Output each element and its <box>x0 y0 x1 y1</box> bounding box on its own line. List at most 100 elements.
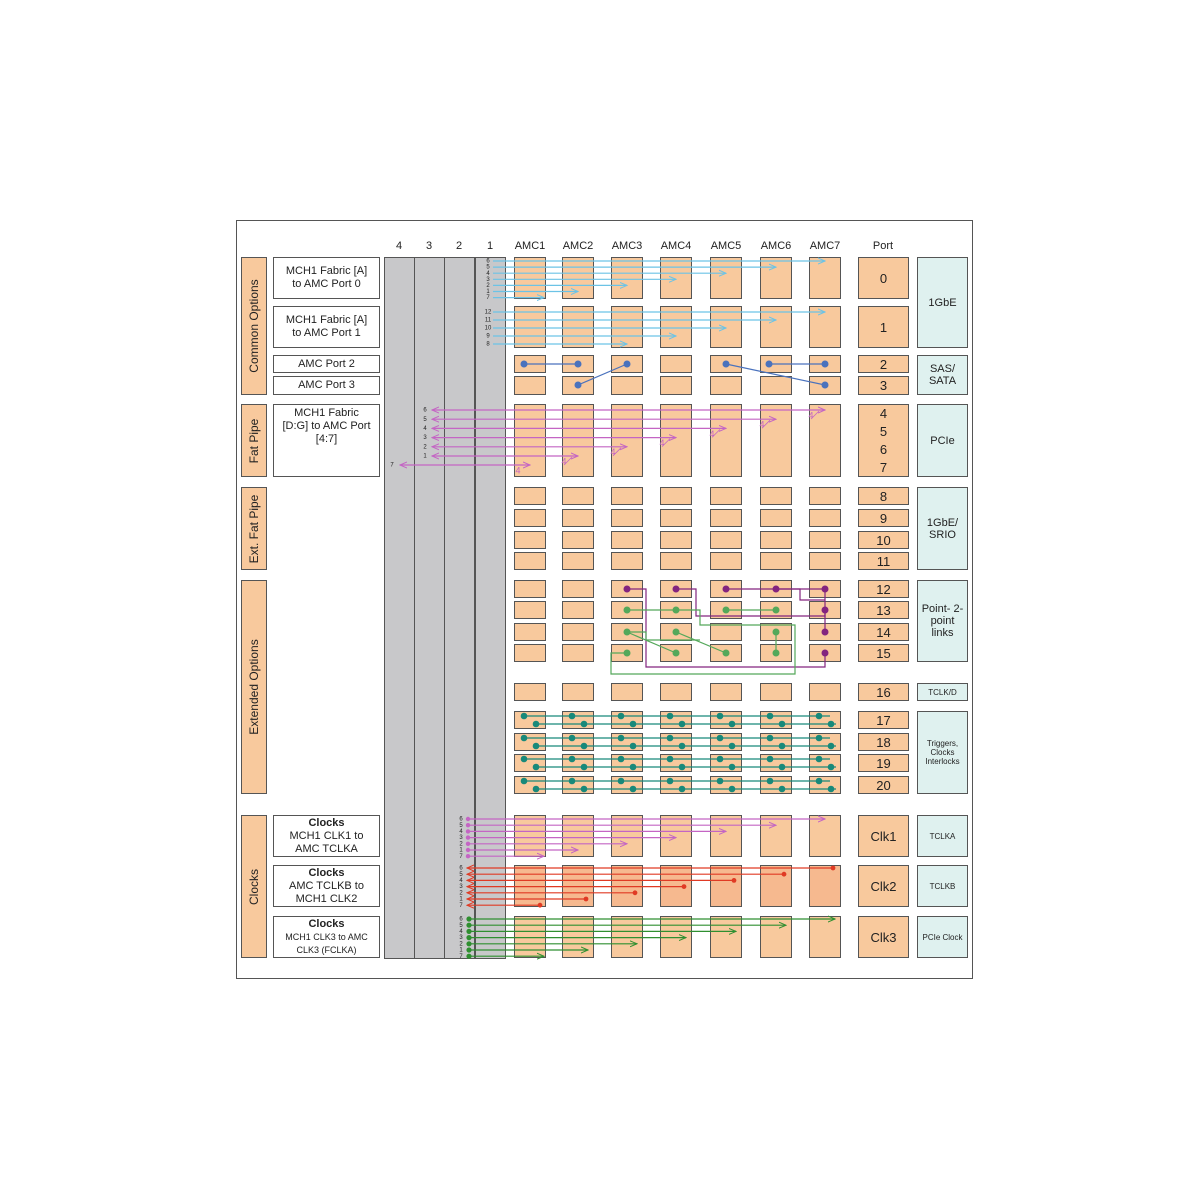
group-label: Extended Options <box>247 639 261 735</box>
amc-port-cell <box>611 306 643 348</box>
amc-port-cell <box>809 776 841 794</box>
port-number: 7 <box>879 459 888 475</box>
description-box: MCH1 Fabric [D:G] to AMC Port [4:7] <box>273 404 380 477</box>
amc-port-cell <box>562 754 594 772</box>
group-label: Ext. Fat Pipe <box>247 494 261 563</box>
amc-port-cell <box>710 531 742 549</box>
port-type-label: 1GbE <box>917 257 968 348</box>
amc-port-cell <box>611 509 643 527</box>
amc-port-cell <box>562 580 594 598</box>
amc-port-cell <box>809 580 841 598</box>
amc-port-cell <box>562 355 594 373</box>
amc-port-cell <box>611 531 643 549</box>
port-number-box: 14 <box>858 623 909 641</box>
port-number-box: 9 <box>858 509 909 527</box>
amc-port-cell <box>760 509 792 527</box>
port-number-box: 0 <box>858 257 909 299</box>
amc-port-cell <box>514 404 546 477</box>
amc-port-cell <box>514 306 546 348</box>
amc-port-cell <box>660 683 692 701</box>
amc-port-cell <box>809 355 841 373</box>
mch-slot-column <box>444 257 475 959</box>
amc-port-cell <box>809 711 841 729</box>
amc-port-cell <box>660 552 692 570</box>
amc-port-cell <box>710 509 742 527</box>
amc-port-cell <box>710 916 742 958</box>
port-number-box: 19 <box>858 754 909 772</box>
group-label-box: Extended Options <box>241 580 267 794</box>
description-text: AMC Port 3 <box>298 379 355 391</box>
amc-port-cell <box>660 623 692 641</box>
port-number-box: 20 <box>858 776 909 794</box>
slot-header: 1 <box>486 240 494 252</box>
amc-port-cell <box>562 531 594 549</box>
amc-port-cell <box>562 601 594 619</box>
amc-port-cell <box>514 623 546 641</box>
amc-port-cell <box>760 776 792 794</box>
slot-header: 3 <box>425 240 433 252</box>
port-type-label: PCIe Clock <box>917 916 968 958</box>
amc-port-cell <box>611 601 643 619</box>
port-number-box: Clk2 <box>858 865 909 907</box>
port-type-label: TCLKA <box>917 815 968 857</box>
amc-port-cell <box>660 776 692 794</box>
amc-port-cell <box>514 865 546 907</box>
amc-port-cell <box>562 509 594 527</box>
description-text: MCH1 CLK3 to AMC CLK3 (FCLKA) <box>285 931 368 955</box>
amc-port-cell <box>514 580 546 598</box>
amc-header: AMC5 <box>710 240 742 252</box>
amc-port-cell <box>611 552 643 570</box>
amc-port-cell <box>660 355 692 373</box>
port-number-box: 11 <box>858 552 909 570</box>
amc-port-cell <box>760 683 792 701</box>
description-text: AMC Port 2 <box>298 357 355 370</box>
amc-port-cell <box>760 916 792 958</box>
amc-port-cell <box>710 733 742 751</box>
mch-slot-column <box>414 257 445 959</box>
group-label-box: Clocks <box>241 815 267 958</box>
amc-port-cell <box>562 306 594 348</box>
port-number: 17 <box>876 712 891 728</box>
amc-port-cell <box>660 531 692 549</box>
amc-port-cell <box>710 487 742 505</box>
amc-port-cell <box>710 865 742 907</box>
port-number: 2 <box>879 356 888 372</box>
group-label: Common Options <box>247 279 261 373</box>
amc-port-cell <box>611 644 643 662</box>
amc-header: AMC1 <box>514 240 546 252</box>
port-number: 11 <box>876 553 891 569</box>
description-box: MCH1 Fabric [A] to AMC Port 0 <box>273 257 380 299</box>
port-number: 12 <box>876 581 891 597</box>
amc-port-cell <box>660 257 692 299</box>
port-number: 6 <box>879 441 888 457</box>
amc-port-cell <box>809 306 841 348</box>
amc-port-cell <box>611 776 643 794</box>
amc-port-cell <box>760 601 792 619</box>
description-text: MCH1 Fabric [D:G] to AMC Port [4:7] <box>282 407 371 445</box>
amc-port-cell <box>562 552 594 570</box>
amc-port-cell <box>760 531 792 549</box>
description-title: Clocks <box>308 866 345 879</box>
slot-header: 4 <box>395 240 403 252</box>
amc-port-cell <box>809 865 841 907</box>
amc-port-cell <box>809 509 841 527</box>
amc-port-cell <box>760 404 792 477</box>
amc-port-cell <box>660 916 692 958</box>
port-number: 18 <box>876 734 891 750</box>
amc-port-cell <box>611 404 643 477</box>
port-header: Port <box>872 240 894 252</box>
amc-port-cell <box>760 623 792 641</box>
amc-port-cell <box>710 376 742 395</box>
port-type-label: PCIe <box>917 404 968 477</box>
amc-port-cell <box>660 580 692 598</box>
amc-port-cell <box>611 683 643 701</box>
group-label: Clocks <box>247 868 261 905</box>
amc-port-cell <box>611 580 643 598</box>
amc-header: AMC3 <box>611 240 643 252</box>
amc-port-cell <box>710 776 742 794</box>
port-number: 20 <box>876 777 891 793</box>
amc-port-cell <box>660 306 692 348</box>
port-number: Clk1 <box>870 828 897 844</box>
